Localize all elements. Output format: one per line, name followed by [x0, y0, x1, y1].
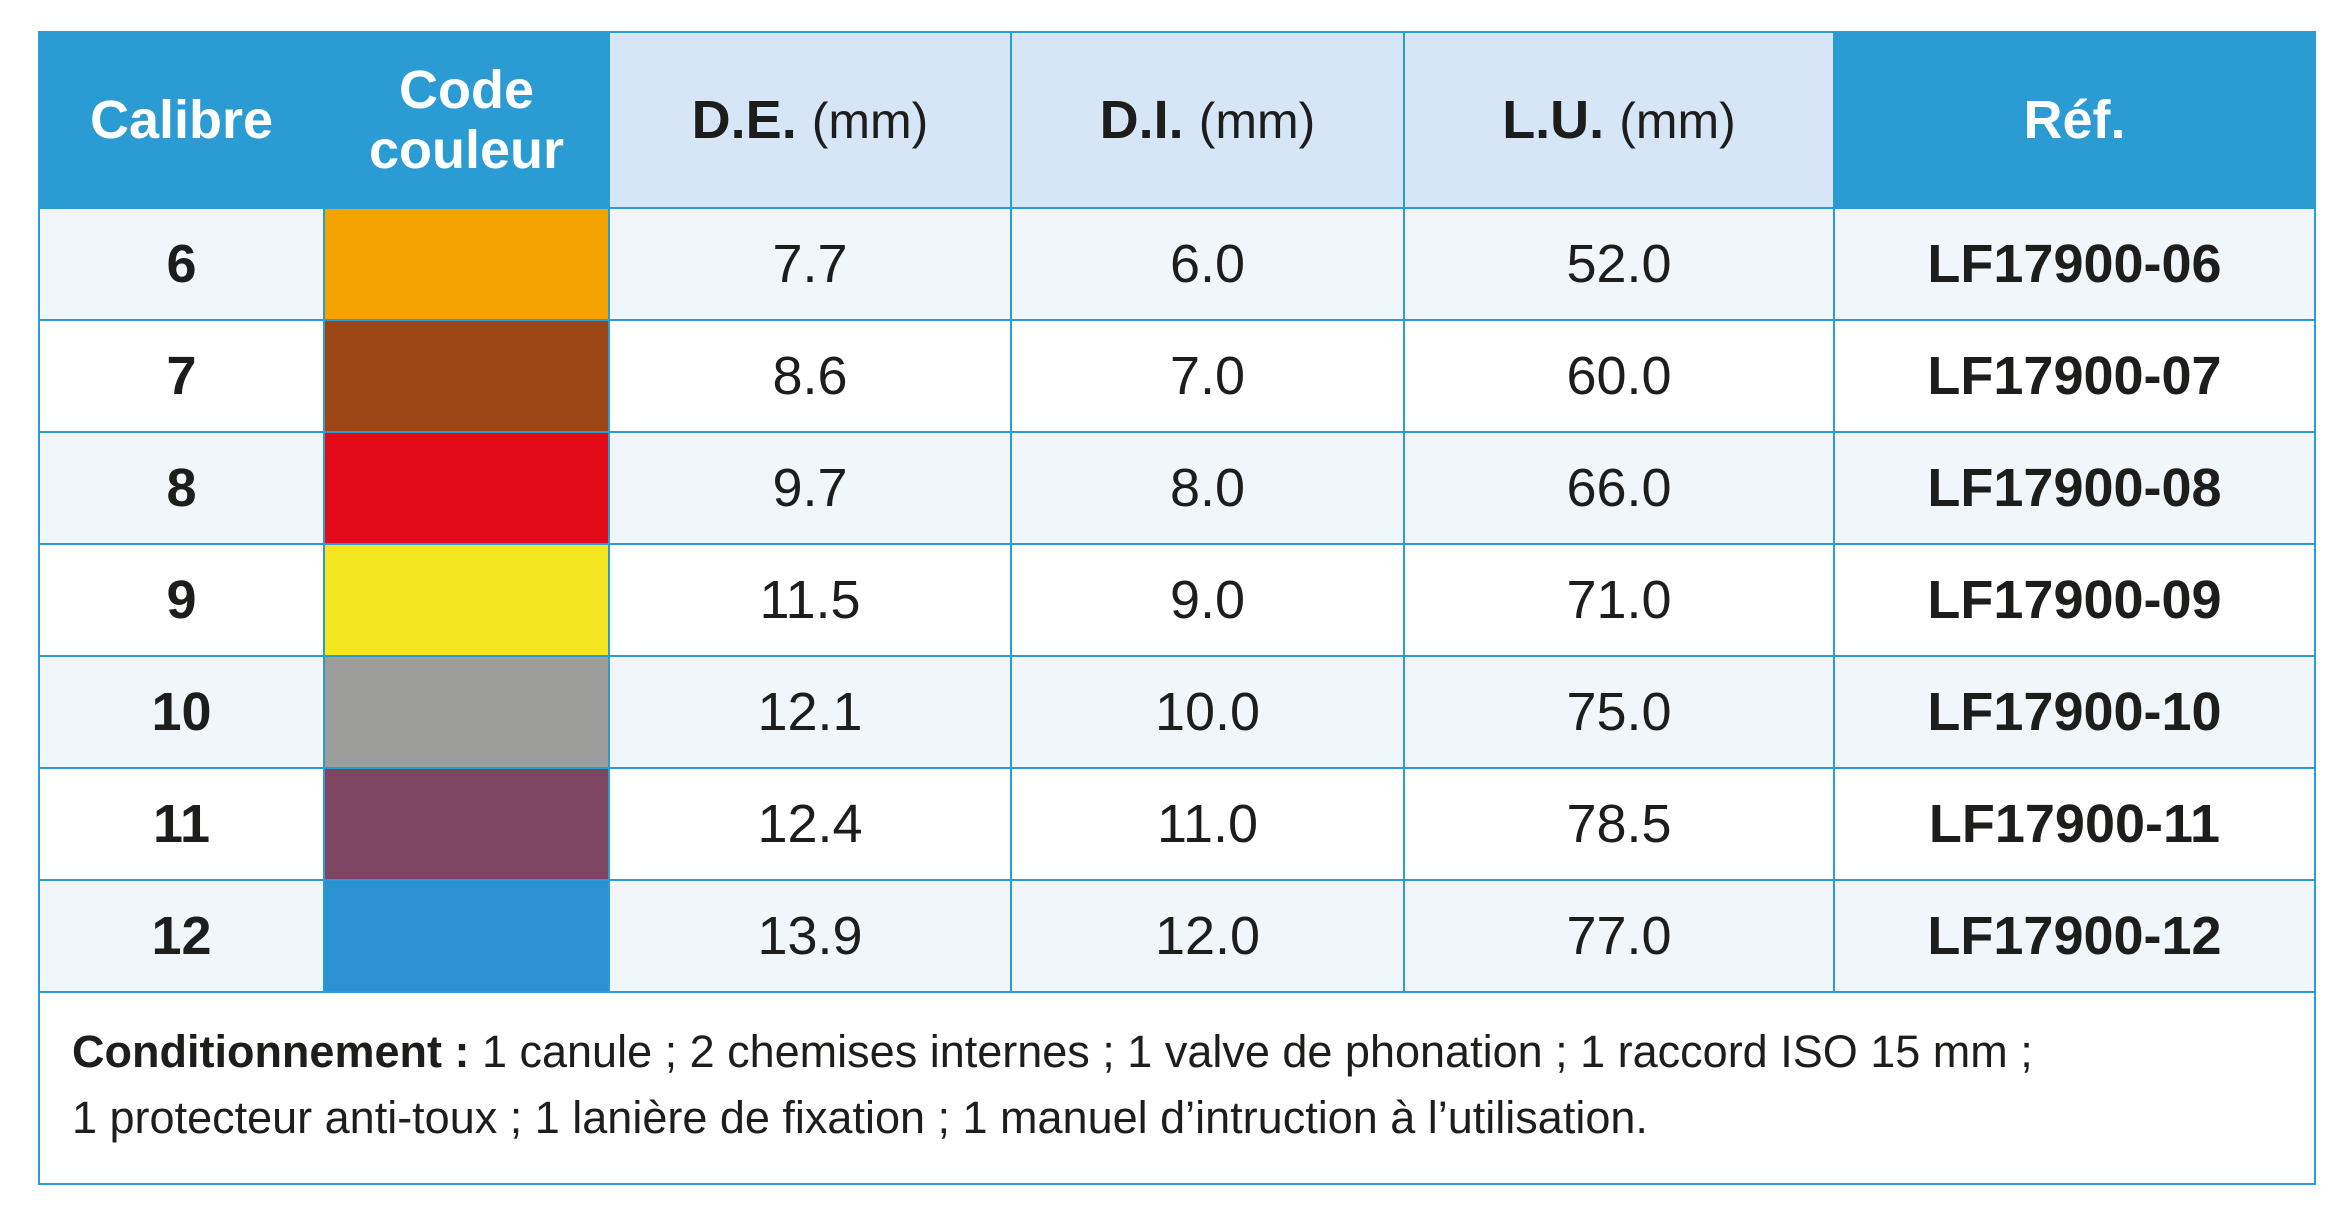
calibre-cell: 6 — [38, 207, 325, 321]
color-swatch — [325, 657, 608, 767]
packaging-note: Conditionnement : 1 canule ; 2 chemises … — [38, 991, 2316, 1185]
header-de-label: D.E. — [691, 90, 797, 150]
lu-cell: 60.0 — [1403, 319, 1835, 433]
lu-cell: 75.0 — [1403, 655, 1835, 769]
de-cell: 13.9 — [608, 879, 1012, 993]
de-cell: 8.6 — [608, 319, 1012, 433]
ref-cell: LF17900-12 — [1833, 879, 2316, 993]
calibre-cell: 8 — [38, 431, 325, 545]
calibre-cell: 12 — [38, 879, 325, 993]
calibre-cell: 7 — [38, 319, 325, 433]
lu-cell: 52.0 — [1403, 207, 1835, 321]
header-calibre: Calibre — [38, 31, 325, 209]
de-cell: 12.4 — [608, 767, 1012, 881]
color-cell — [323, 655, 610, 769]
de-cell: 12.1 — [608, 655, 1012, 769]
table-row: 12 13.9 12.0 77.0 LF17900-12 — [38, 879, 2316, 993]
header-lu: L.U. (mm) — [1403, 31, 1835, 209]
ref-cell: LF17900-06 — [1833, 207, 2316, 321]
header-code-couleur-line2: couleur — [368, 120, 565, 180]
header-ref: Réf. — [1833, 31, 2316, 209]
packaging-line2: 1 protecteur anti-toux ; 1 lanière de fi… — [72, 1092, 1648, 1143]
header-de: D.E. (mm) — [608, 31, 1012, 209]
ref-cell: LF17900-10 — [1833, 655, 2316, 769]
header-ref-label: Réf. — [2023, 90, 2126, 150]
di-cell: 9.0 — [1010, 543, 1405, 657]
header-lu-label: L.U. — [1502, 90, 1605, 150]
di-cell: 8.0 — [1010, 431, 1405, 545]
di-cell: 11.0 — [1010, 767, 1405, 881]
table-body: 6 7.7 6.0 52.0 LF17900-06 7 8.6 7.0 60.0… — [38, 207, 2316, 1185]
table-row: 9 11.5 9.0 71.0 LF17900-09 — [38, 543, 2316, 657]
ref-cell: LF17900-09 — [1833, 543, 2316, 657]
color-swatch — [325, 545, 608, 655]
calibre-cell: 10 — [38, 655, 325, 769]
di-cell: 12.0 — [1010, 879, 1405, 993]
lu-cell: 66.0 — [1403, 431, 1835, 545]
lu-cell: 78.5 — [1403, 767, 1835, 881]
table-row: 10 12.1 10.0 75.0 LF17900-10 — [38, 655, 2316, 769]
table-row: 6 7.7 6.0 52.0 LF17900-06 — [38, 207, 2316, 321]
color-swatch — [325, 881, 608, 991]
color-swatch — [325, 321, 608, 431]
packaging-line1: 1 canule ; 2 chemises internes ; 1 valve… — [469, 1026, 2033, 1077]
header-di: D.I. (mm) — [1010, 31, 1405, 209]
lu-cell: 71.0 — [1403, 543, 1835, 657]
header-calibre-label: Calibre — [89, 90, 274, 150]
di-cell: 7.0 — [1010, 319, 1405, 433]
color-swatch — [325, 209, 608, 319]
ref-cell: LF17900-11 — [1833, 767, 2316, 881]
header-de-unit: (mm) — [811, 93, 929, 149]
table-row: 7 8.6 7.0 60.0 LF17900-07 — [38, 319, 2316, 433]
header-lu-unit: (mm) — [1619, 93, 1736, 149]
header-code-couleur: Code couleur — [323, 31, 610, 209]
color-swatch — [325, 769, 608, 879]
de-cell: 9.7 — [608, 431, 1012, 545]
di-cell: 10.0 — [1010, 655, 1405, 769]
calibre-cell: 9 — [38, 543, 325, 657]
color-swatch — [325, 433, 608, 543]
color-cell — [323, 207, 610, 321]
table-row: 8 9.7 8.0 66.0 LF17900-08 — [38, 431, 2316, 545]
packaging-label: Conditionnement : — [72, 1026, 470, 1077]
header-code-couleur-line1: Code — [399, 60, 534, 120]
de-cell: 7.7 — [608, 207, 1012, 321]
di-cell: 6.0 — [1010, 207, 1405, 321]
header-di-unit: (mm) — [1198, 93, 1316, 149]
de-cell: 11.5 — [608, 543, 1012, 657]
table-row: 11 12.4 11.0 78.5 LF17900-11 — [38, 767, 2316, 881]
lu-cell: 77.0 — [1403, 879, 1835, 993]
calibre-cell: 11 — [38, 767, 325, 881]
ref-cell: LF17900-08 — [1833, 431, 2316, 545]
packaging-row: Conditionnement : 1 canule ; 2 chemises … — [38, 991, 2316, 1185]
header-row: Calibre Code couleur D.E. (mm) D.I. (mm) … — [38, 31, 2316, 209]
header-di-label: D.I. — [1099, 90, 1184, 150]
color-cell — [323, 431, 610, 545]
color-cell — [323, 767, 610, 881]
spec-table: Calibre Code couleur D.E. (mm) D.I. (mm) … — [38, 31, 2316, 1185]
color-cell — [323, 879, 610, 993]
ref-cell: LF17900-07 — [1833, 319, 2316, 433]
color-cell — [323, 543, 610, 657]
color-cell — [323, 319, 610, 433]
